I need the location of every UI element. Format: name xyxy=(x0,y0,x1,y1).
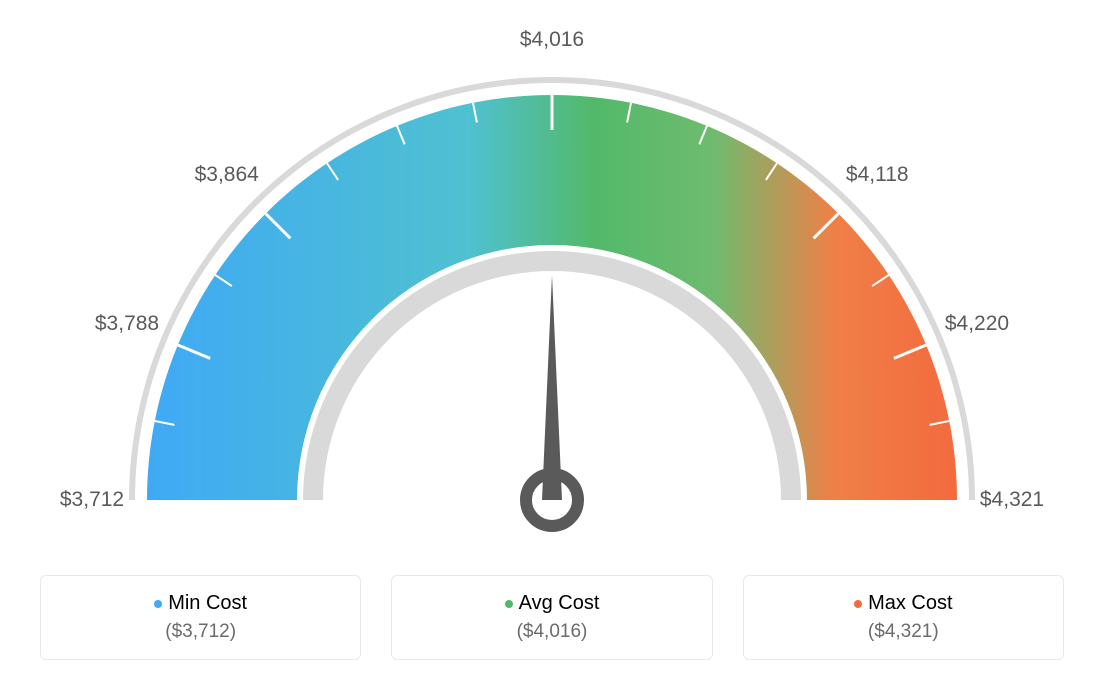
cost-gauge-chart: $3,712 $3,788 $3,864 $4,016 $4,118 $4,220 $4,3… xyxy=(0,0,1104,690)
legend-max-cost: Max Cost ($4,321) xyxy=(743,575,1064,660)
legend-title: Min Cost xyxy=(41,592,360,615)
legend-value: ($4,016) xyxy=(392,621,711,643)
legend-dot-max xyxy=(854,600,862,608)
legend-dot-min xyxy=(154,600,162,608)
gauge-tick-label: $4,118 xyxy=(846,163,909,187)
legend-title: Avg Cost xyxy=(392,592,711,615)
legend-title: Max Cost xyxy=(744,592,1063,615)
gauge-tick-label: $3,712 xyxy=(60,488,124,512)
gauge-tick-label: $4,016 xyxy=(520,28,584,52)
gauge-tick-label: $4,321 xyxy=(980,488,1044,512)
gauge-svg xyxy=(0,0,1104,560)
legend-title-text: Max Cost xyxy=(868,592,952,614)
gauge-tick-label: $3,864 xyxy=(195,163,259,187)
gauge-tick-label: $3,788 xyxy=(95,312,159,336)
legend-avg-cost: Avg Cost ($4,016) xyxy=(391,575,712,660)
legend-dot-avg xyxy=(505,600,513,608)
legend-min-cost: Min Cost ($3,712) xyxy=(40,575,361,660)
legend-value: ($3,712) xyxy=(41,621,360,643)
gauge-tick-label: $4,220 xyxy=(945,312,1009,336)
gauge-area: $3,712 $3,788 $3,864 $4,016 $4,118 $4,220 $4,3… xyxy=(0,0,1104,560)
legend-value: ($4,321) xyxy=(744,621,1063,643)
legend-row: Min Cost ($3,712) Avg Cost ($4,016) Max … xyxy=(40,575,1064,660)
legend-title-text: Min Cost xyxy=(168,592,247,614)
legend-title-text: Avg Cost xyxy=(519,592,600,614)
